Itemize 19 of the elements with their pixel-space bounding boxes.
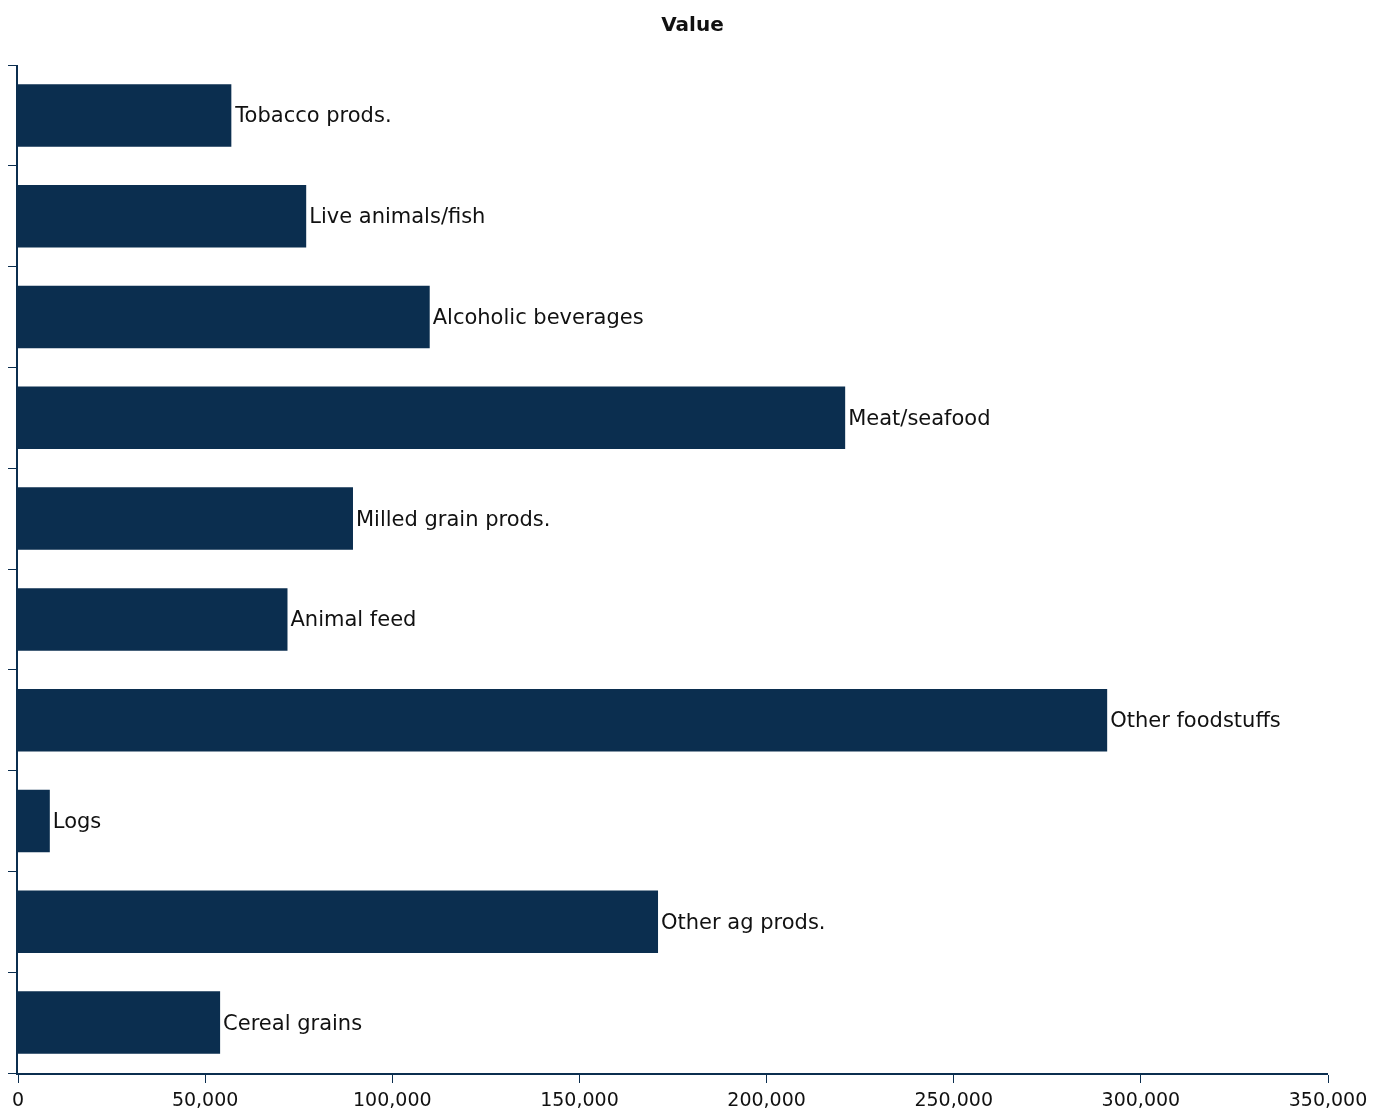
y-tick-label: Other foodstuffs [1110, 708, 1281, 733]
y-tick-label: Alcoholic beverages [432, 305, 644, 329]
x-tick-label: 50,000 [171, 1087, 239, 1110]
x-tick-label: 250,000 [914, 1087, 993, 1110]
y-tick-label: Live animals/fish [309, 204, 486, 229]
x-tick-label: 150,000 [540, 1087, 619, 1110]
x-tick-label: 200,000 [727, 1087, 806, 1110]
y-tick-label: Tobacco prods. [234, 103, 392, 128]
x-tick-label: 0 [11, 1087, 25, 1110]
y-tick-label: Cereal grains [223, 1010, 363, 1035]
y-tick-label: Logs [52, 809, 102, 833]
x-tick-label: 350,000 [1288, 1087, 1368, 1110]
y-tick-label: Other ag prods. [661, 909, 826, 934]
y-tick-label: Animal feed [290, 607, 417, 632]
y-tick-label: Meat/seafood [848, 405, 991, 430]
x-tick-label: 300,000 [1101, 1087, 1181, 1110]
y-tick-label: Milled grain prods. [355, 506, 551, 531]
x-tick-label: 100,000 [353, 1087, 432, 1110]
chart-title: Value [661, 11, 724, 36]
